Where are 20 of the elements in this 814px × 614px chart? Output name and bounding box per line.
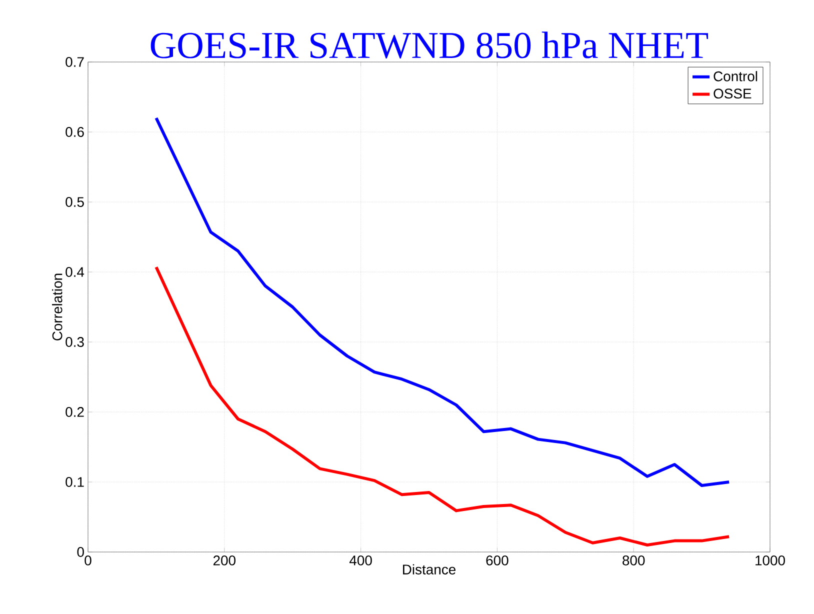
legend-label: Control [714,71,758,82]
x-tick-label: 600 [486,556,508,566]
y-tick-label: 0.6 [66,127,84,137]
legend-label: OSSE [714,88,752,99]
y-tick-label: 0.5 [66,197,84,207]
x-tick-label: 200 [213,556,236,566]
x-tick-label: 800 [622,556,645,566]
y-tick-label: 0.7 [66,57,84,67]
y-tick-label: 0.2 [66,407,84,417]
x-axis-title: Distance [403,564,456,574]
y-tick-label: 0.4 [66,267,84,277]
x-tick-label: 1000 [756,556,785,566]
x-tick-label: 400 [349,556,372,566]
y-axis-title: Correlation [52,274,62,340]
chart-title: GOES-IR SATWND 850 hPa NHET [150,32,708,59]
y-tick-label: 0.3 [66,337,84,347]
x-tick-label: 0 [84,556,92,566]
line-series [154,266,731,546]
y-tick-label: 0 [77,547,84,557]
y-tick-label: 0.1 [66,477,84,487]
